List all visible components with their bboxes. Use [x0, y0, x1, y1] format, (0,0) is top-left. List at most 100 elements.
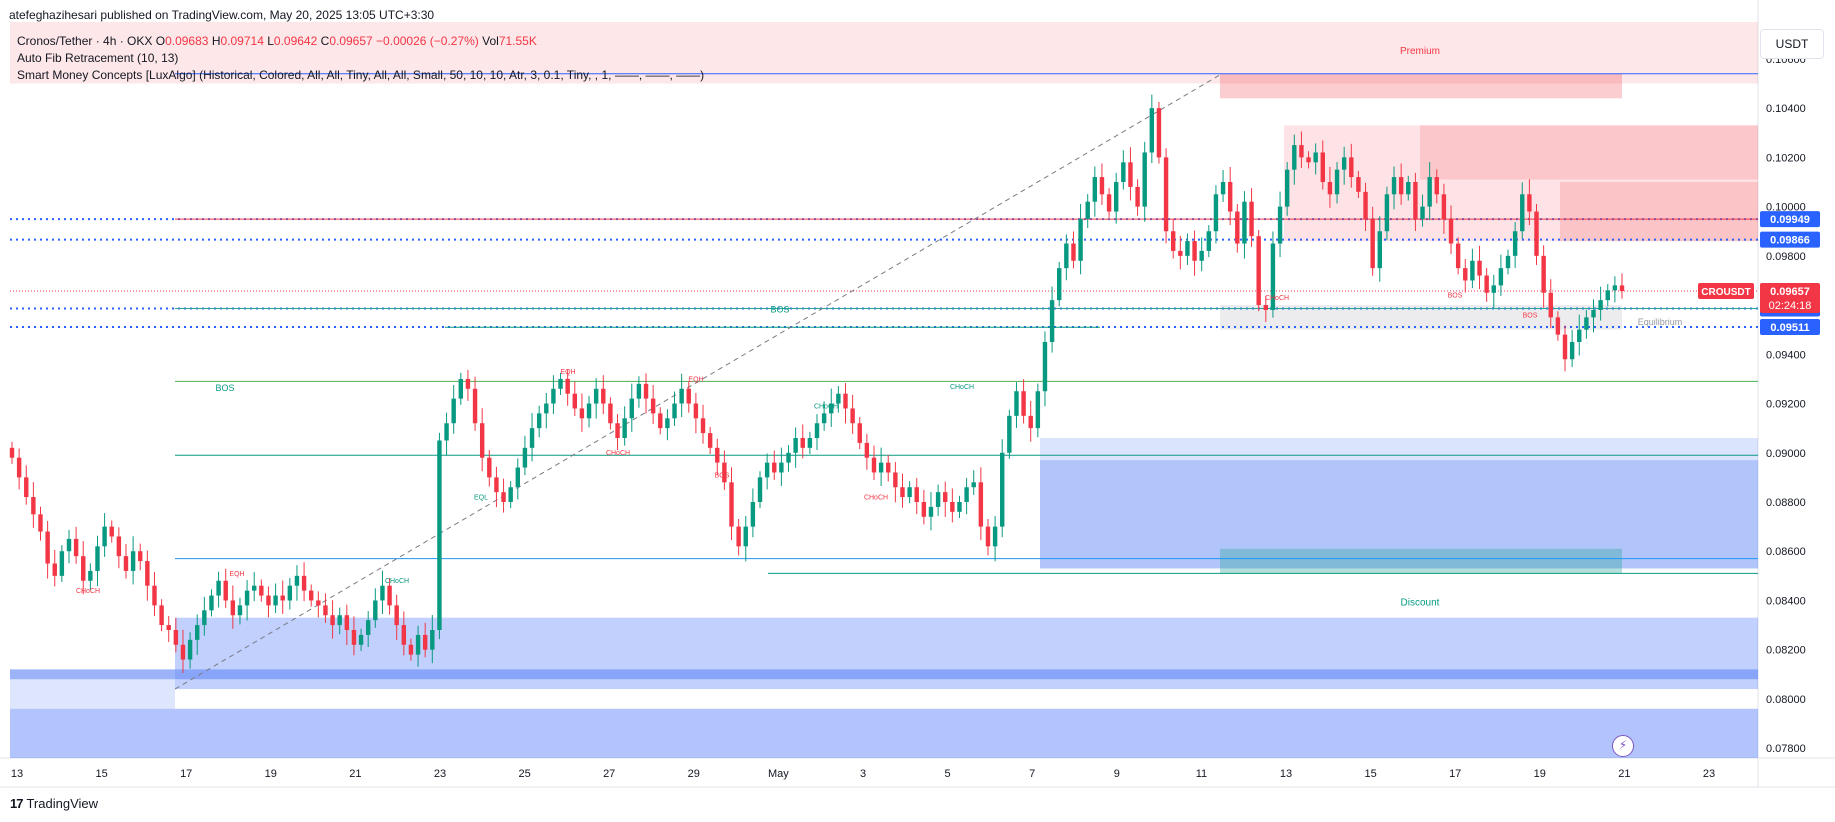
smc-label: BOS: [715, 472, 730, 479]
candle-body: [1099, 177, 1105, 195]
time-tick-label: 19: [1534, 768, 1546, 780]
candle-body: [1042, 342, 1048, 392]
candle: [1512, 222, 1518, 268]
candle-body: [294, 575, 300, 586]
candle-body: [1363, 191, 1368, 219]
candle-body: [66, 538, 72, 552]
candle: [900, 473, 905, 508]
candle-body: [73, 538, 79, 557]
candle-body: [907, 487, 912, 498]
candle-body: [1170, 231, 1176, 251]
candle: [1491, 274, 1496, 308]
candle: [1235, 203, 1240, 253]
candle-body: [166, 625, 171, 630]
symbol-tag: [1698, 283, 1754, 300]
flash-icon[interactable]: ⚡: [1612, 735, 1634, 757]
volume-label: Vol: [482, 34, 499, 48]
currency-button[interactable]: USDT: [1760, 29, 1824, 59]
candle: [308, 584, 314, 607]
demand-block: [1040, 438, 1758, 569]
smc-label: BOS: [1523, 312, 1538, 319]
candle-body: [38, 514, 43, 532]
candle: [1227, 166, 1233, 226]
candle-body: [1591, 310, 1596, 318]
candle: [1391, 166, 1397, 210]
candle: [978, 467, 984, 541]
candle-body: [1612, 285, 1618, 291]
candle-body: [408, 644, 414, 655]
candle-body: [1156, 108, 1162, 158]
candle: [365, 611, 371, 647]
time-tick-label: 5: [945, 768, 951, 780]
footer-brand[interactable]: 17 TradingView: [10, 796, 98, 811]
candle-body: [985, 526, 991, 547]
candle-body: [273, 595, 278, 606]
candle-body: [1427, 177, 1432, 207]
candle: [81, 541, 86, 595]
candle: [1334, 162, 1340, 204]
candle-body: [843, 393, 848, 409]
open-label: O: [155, 34, 166, 48]
candle-body: [1313, 152, 1318, 163]
candle: [237, 597, 243, 625]
candle-body: [465, 378, 471, 389]
candle: [1527, 179, 1532, 226]
candle-body: [593, 388, 599, 404]
candle: [487, 450, 492, 487]
candle-body: [814, 423, 820, 438]
candle: [31, 482, 36, 528]
candle-body: [1178, 250, 1183, 256]
candle: [273, 583, 278, 614]
candle: [1071, 231, 1076, 269]
candle: [1370, 206, 1375, 276]
candle-body: [501, 492, 506, 502]
candle-body: [1470, 260, 1475, 281]
candle: [679, 373, 684, 418]
discount-zone: [10, 669, 175, 709]
candle: [1014, 382, 1019, 428]
candle-body: [1227, 182, 1233, 212]
candle-body: [244, 590, 250, 606]
price-tick-label: 0.08600: [1766, 546, 1806, 558]
candle-body: [88, 570, 93, 581]
indicator-fib[interactable]: Auto Fib Retracement (10, 13): [17, 51, 179, 65]
candle-body: [280, 595, 285, 601]
candle: [430, 614, 435, 664]
indicator-smc[interactable]: Smart Money Concepts [LuxAlgo] (Historic…: [17, 68, 705, 82]
candle: [793, 427, 798, 468]
candle: [1320, 140, 1326, 190]
candle: [1199, 237, 1204, 272]
candle-body: [943, 492, 948, 502]
time-tick-label: 17: [1449, 768, 1461, 780]
candle-body: [1299, 145, 1304, 158]
candle: [1170, 219, 1176, 259]
candle-body: [1121, 162, 1126, 182]
candle: [1341, 146, 1347, 185]
candle: [529, 413, 535, 462]
candle: [508, 481, 513, 509]
candle: [152, 572, 157, 616]
candle-body: [16, 457, 22, 478]
candle-body: [252, 585, 257, 591]
candle: [1113, 172, 1119, 224]
time-tick-label: 13: [1280, 768, 1292, 780]
symbol-title[interactable]: Cronos/Tether · 4h · OKX: [17, 34, 153, 48]
candle: [943, 481, 948, 518]
candle-body: [978, 482, 984, 527]
candle: [964, 478, 969, 515]
candle-body: [437, 440, 442, 630]
candle: [45, 520, 50, 579]
candle-body: [829, 403, 834, 414]
candle: [1584, 309, 1589, 339]
candle-body: [1078, 218, 1083, 261]
candle: [1413, 172, 1418, 231]
candle: [593, 378, 599, 419]
time-tick-label: 21: [349, 768, 361, 780]
candle: [116, 527, 122, 569]
candle-body: [1341, 157, 1347, 170]
candle: [259, 579, 264, 602]
premium-label: Premium: [1400, 46, 1440, 57]
price-tick-label: 0.08800: [1766, 497, 1806, 509]
candle: [786, 445, 791, 472]
